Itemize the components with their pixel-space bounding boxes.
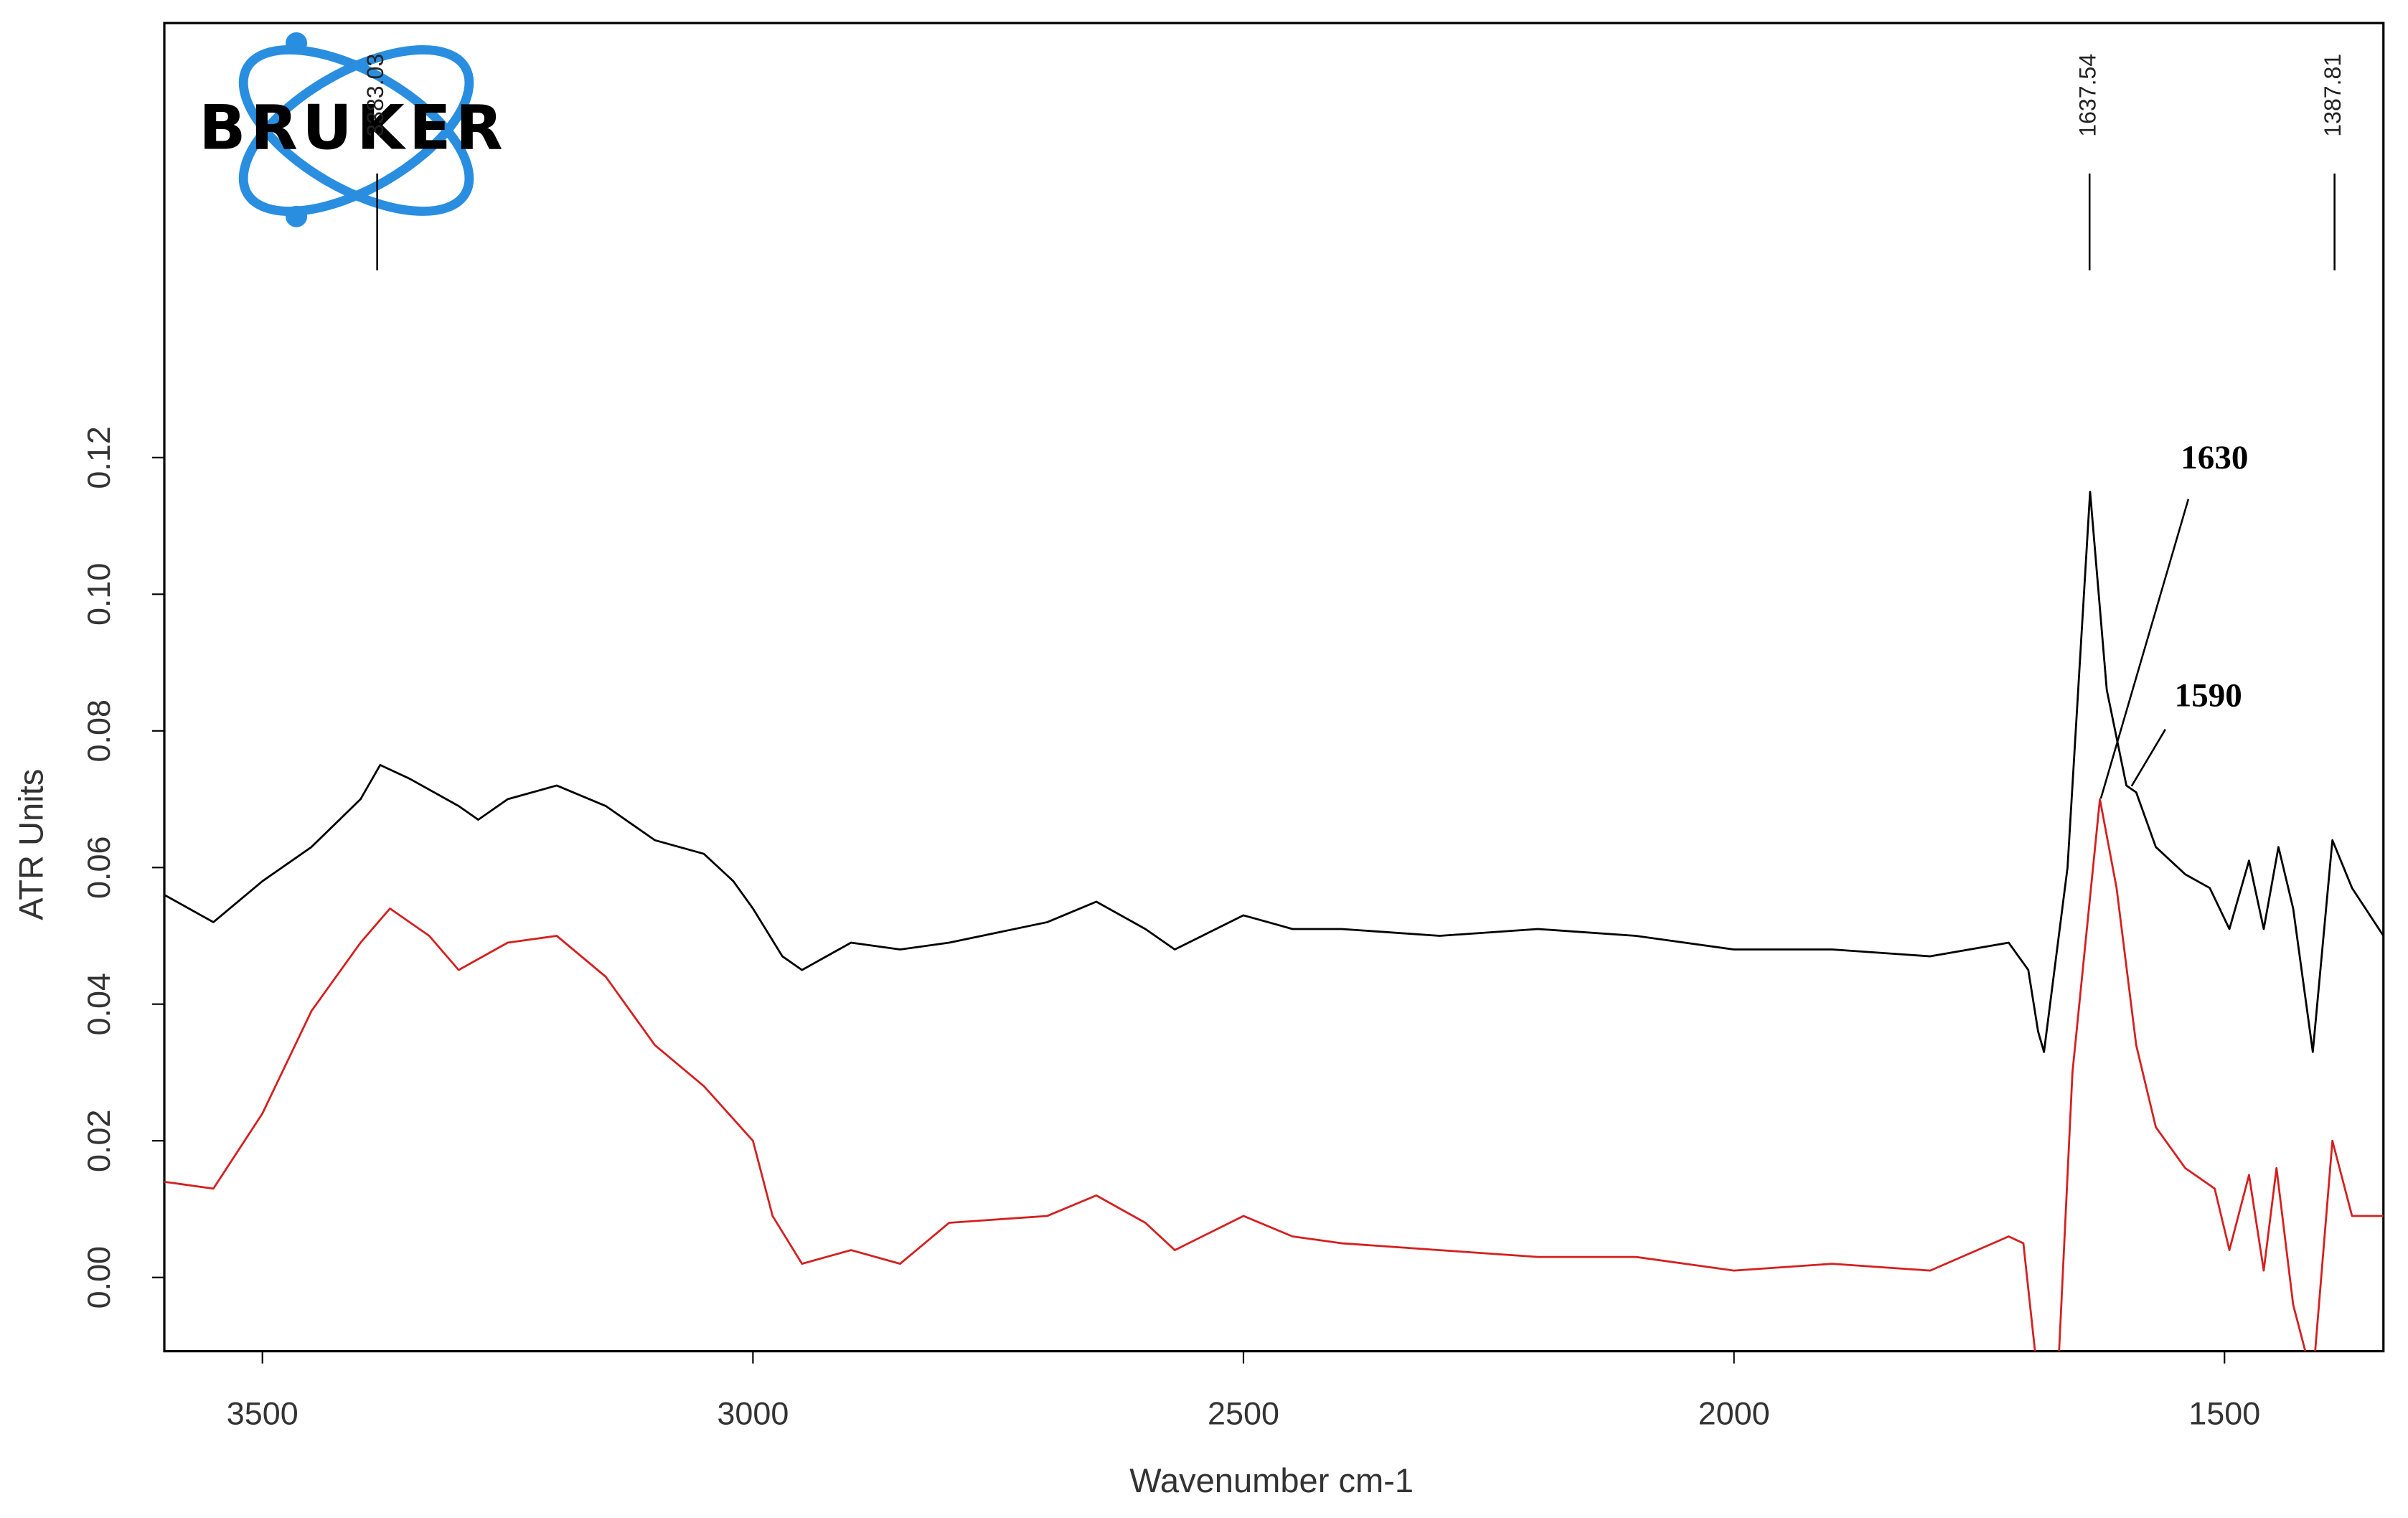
y-axis-label: ATR Units: [12, 769, 50, 920]
x-tick-label: 3500: [227, 1395, 298, 1431]
y-tick-label: 0.06: [80, 836, 117, 899]
y-tick-label: 0.02: [80, 1109, 117, 1172]
logo-text: BRUKER: [199, 93, 507, 164]
spectrum-line: [164, 798, 2384, 1352]
x-tick-label: 1500: [2188, 1395, 2260, 1431]
y-tick-label: 0.12: [80, 426, 117, 489]
bruker-logo: BRUKER: [199, 32, 507, 227]
logo-orbit: [238, 45, 474, 216]
annotation-leader: [2130, 729, 2166, 787]
spectrum-line: [164, 491, 2384, 1053]
plot-area: [164, 491, 2384, 1352]
y-tick-label: 0.04: [80, 973, 117, 1035]
plot-frame: [163, 22, 2385, 1353]
y-tick-label: 0.08: [80, 699, 117, 762]
annotation-leader: [2099, 499, 2190, 799]
logo-dot: [286, 32, 308, 54]
x-axis-label: Wavenumber cm-1: [1129, 1461, 1414, 1499]
peak-label: 1637.54: [2075, 54, 2101, 137]
peak-label: 1387.81: [2320, 54, 2346, 137]
y-tick-label: 0.10: [80, 563, 117, 626]
x-tick-label: 2500: [1208, 1395, 1279, 1431]
y-tick-label: 0.00: [80, 1246, 117, 1309]
logo-orbit: [238, 45, 474, 216]
logo-dot: [286, 205, 308, 227]
x-tick-label: 3000: [717, 1395, 789, 1431]
annotation: 1590: [2175, 677, 2242, 715]
annotation: 1630: [2181, 439, 2248, 476]
x-tick-label: 2000: [1698, 1395, 1770, 1431]
peak-label: 3383.03: [362, 54, 388, 137]
